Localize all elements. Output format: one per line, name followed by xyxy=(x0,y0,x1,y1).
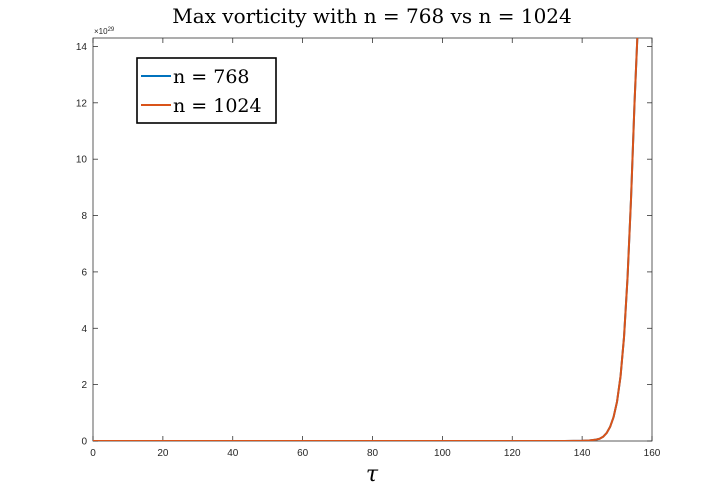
chart-title: Max vorticity with n = 768 vs n = 1024 xyxy=(172,4,572,28)
y-tick-label: 4 xyxy=(81,324,87,335)
y-tick-label: 14 xyxy=(76,42,88,53)
x-tick-label: 0 xyxy=(90,448,96,459)
x-tick-label: 160 xyxy=(644,448,661,459)
x-axis-ticks: 0 20 40 60 80 100 120 140 160 xyxy=(90,38,661,459)
x-tick-label: 60 xyxy=(297,448,309,459)
x-axis-label: τ xyxy=(366,462,379,487)
x-tick-label: 140 xyxy=(574,448,591,459)
legend-box xyxy=(136,57,277,124)
y-tick-label: 8 xyxy=(81,211,87,222)
legend-label: n = 1024 xyxy=(173,95,262,117)
x-tick-label: 100 xyxy=(434,448,451,459)
x-tick-label: 20 xyxy=(157,448,169,459)
legend-label: n = 768 xyxy=(173,66,250,88)
x-tick-label: 120 xyxy=(504,448,521,459)
series-line-n1024 xyxy=(93,38,639,441)
x-tick-label: 80 xyxy=(367,448,379,459)
y-exponent-label: ×1029 xyxy=(94,27,115,36)
y-axis-ticks: 0 2 4 6 8 10 12 14 xyxy=(76,42,652,448)
y-tick-label: 12 xyxy=(76,98,88,109)
legend: n = 768 n = 1024 xyxy=(136,57,277,124)
x-tick-label: 40 xyxy=(227,448,239,459)
y-tick-label: 0 xyxy=(81,437,87,448)
y-tick-label: 2 xyxy=(81,380,87,391)
y-tick-label: 6 xyxy=(81,267,87,278)
y-tick-label: 10 xyxy=(76,155,88,166)
series-layer xyxy=(93,38,639,441)
